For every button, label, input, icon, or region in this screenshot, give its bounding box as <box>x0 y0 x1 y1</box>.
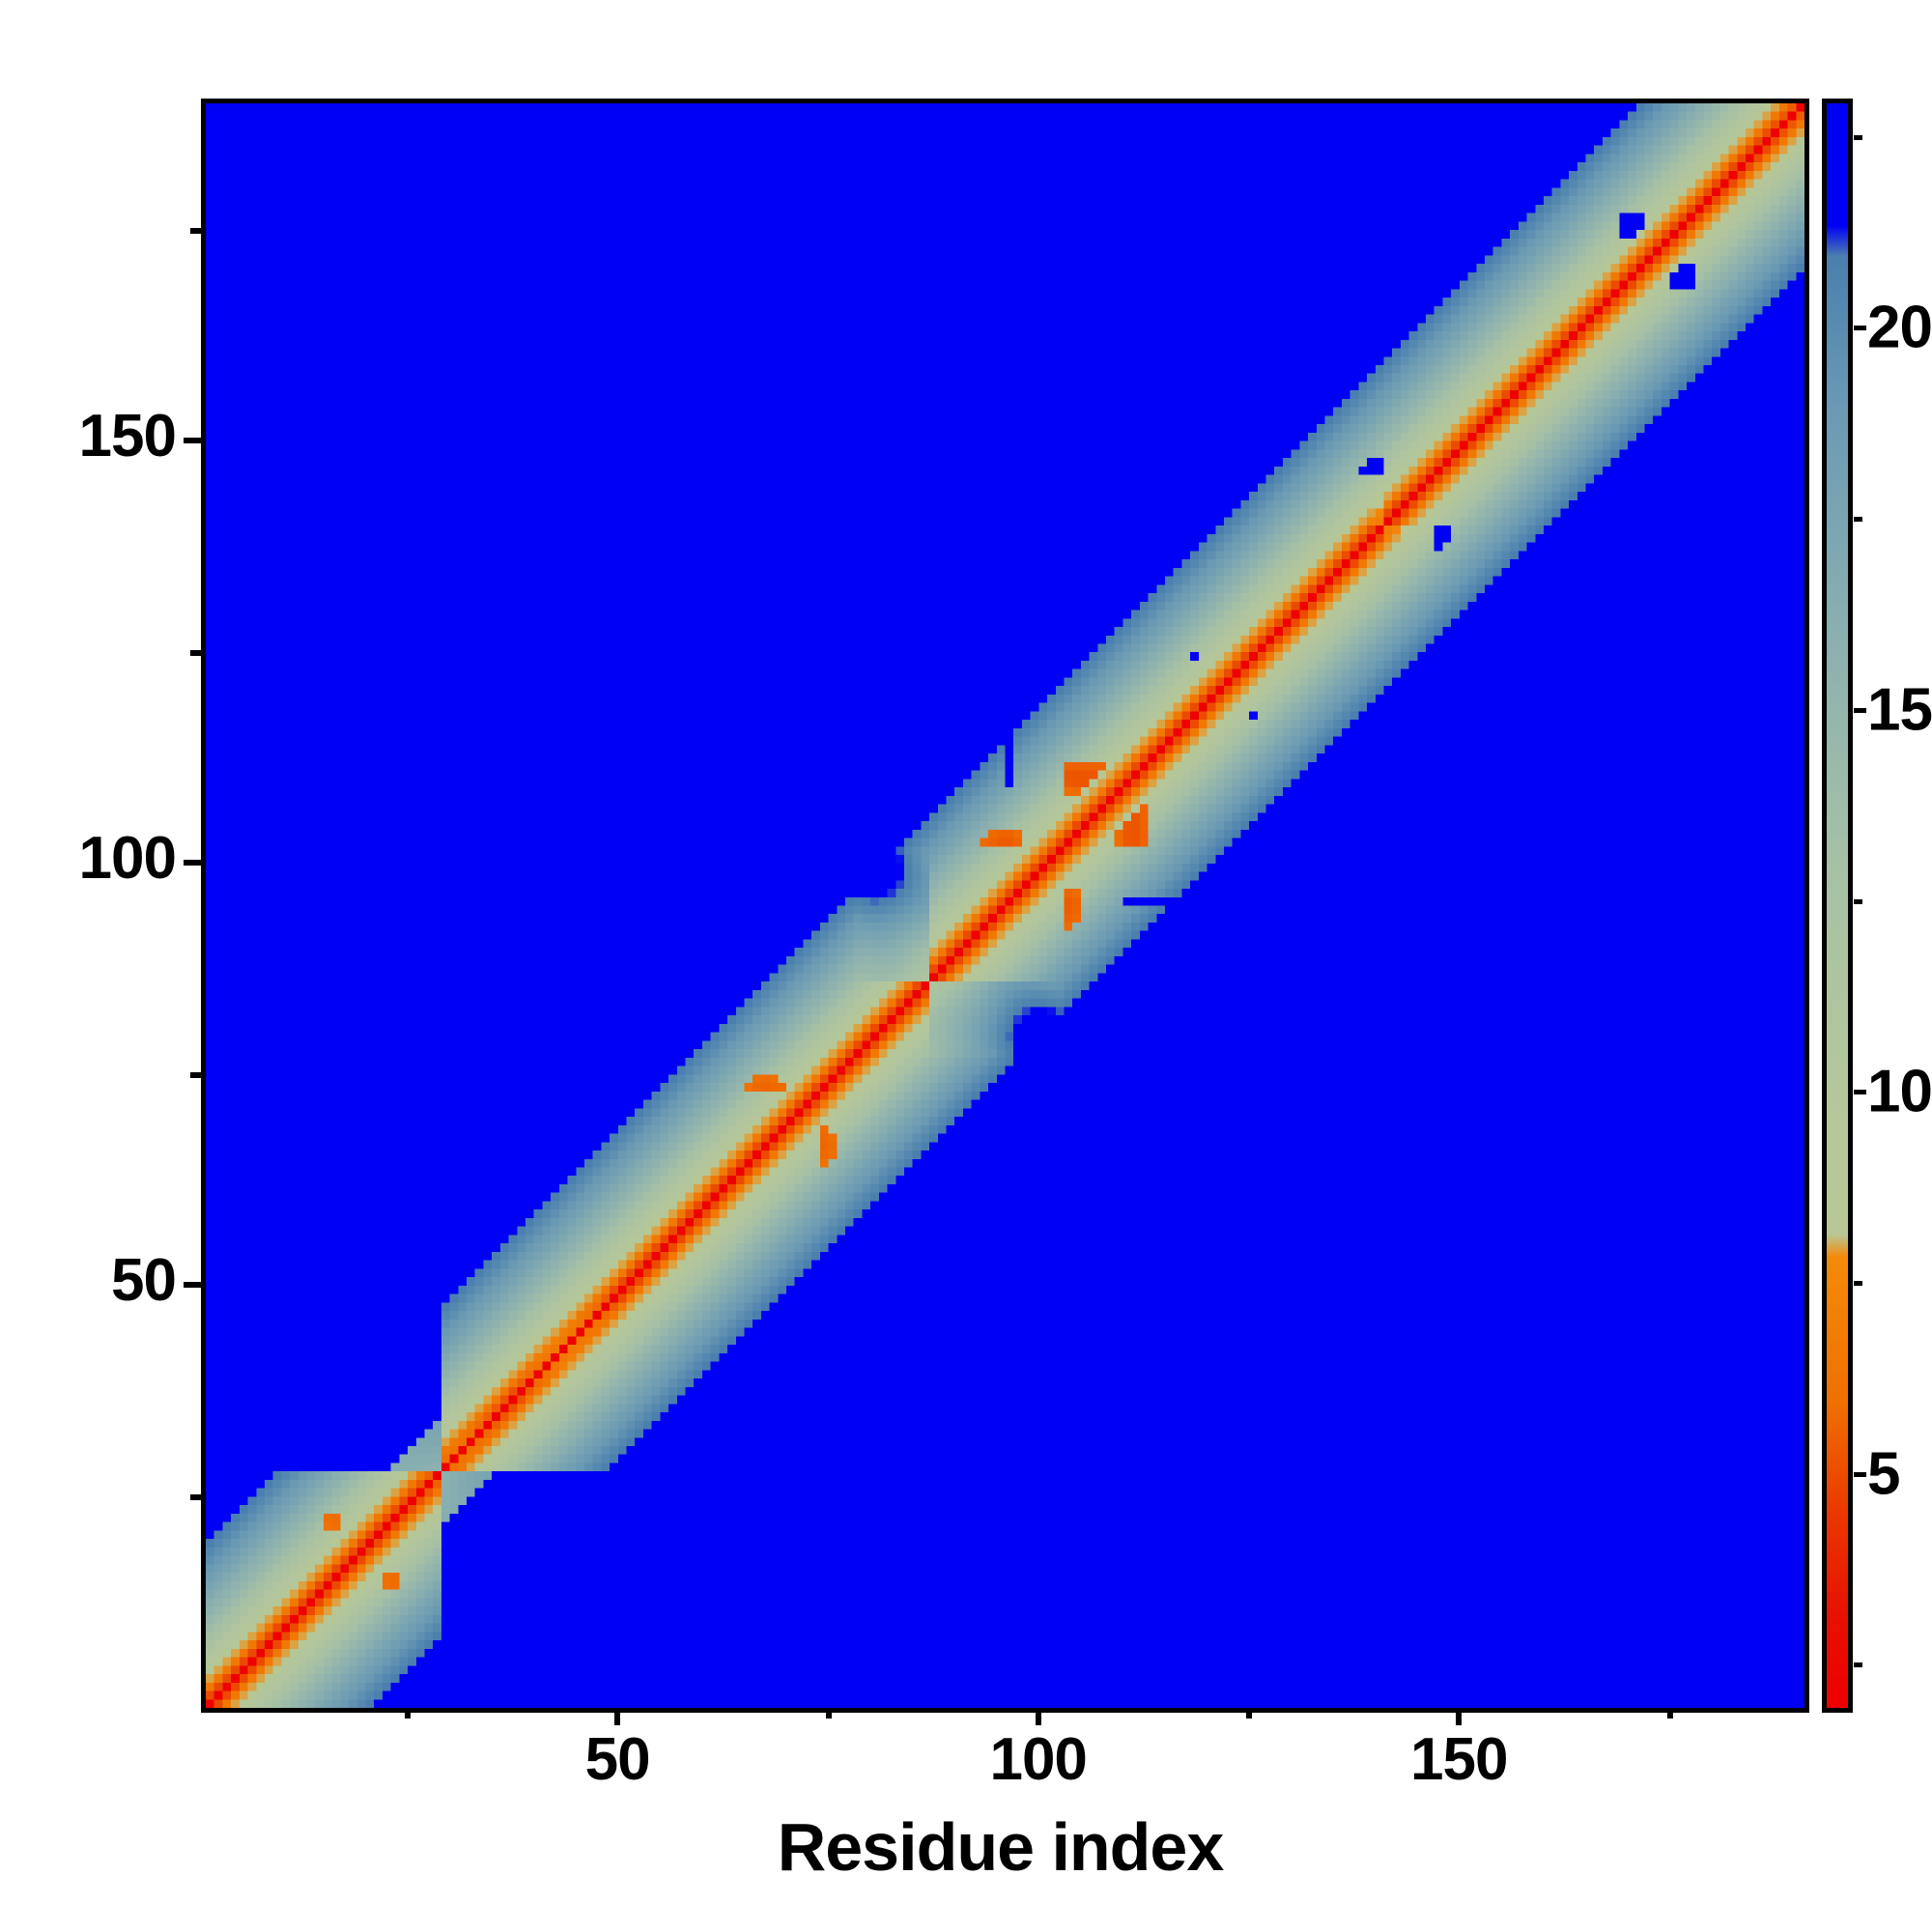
colorbar-tick-10 <box>1854 1090 1866 1095</box>
colorbar <box>1822 99 1853 1713</box>
colorbar-minor-tick-2.5 <box>1854 1662 1862 1668</box>
x-minor-tick-75 <box>825 1708 832 1719</box>
colorbar-tick-label-15: 15 <box>1867 676 1932 744</box>
colorbar-tick-20 <box>1854 326 1866 331</box>
heatmap-plot-area <box>201 99 1809 1713</box>
x-tick-150 <box>1456 1708 1463 1725</box>
colorbar-minor-tick-7.5 <box>1854 1280 1862 1286</box>
colorbar-minor-tick-22.5 <box>1854 134 1862 140</box>
x-axis-title: Residue index <box>777 1809 1225 1885</box>
y-tick-label-150: 150 <box>78 403 177 470</box>
colorbar-gradient <box>1827 103 1848 1708</box>
y-tick-50 <box>184 1282 201 1289</box>
y-axis-title-wrap: Residue index <box>0 763 396 860</box>
y-tick-100 <box>184 860 201 867</box>
x-tick-label-150: 150 <box>1409 1726 1508 1793</box>
x-tick-label-50: 50 <box>584 1726 651 1793</box>
x-minor-tick-175 <box>1666 1708 1673 1719</box>
colorbar-minor-tick-12.5 <box>1854 898 1862 904</box>
x-minor-tick-25 <box>405 1708 412 1719</box>
y-minor-tick-25 <box>190 1493 201 1500</box>
y-minor-tick-125 <box>190 649 201 656</box>
y-tick-label-50: 50 <box>111 1247 177 1315</box>
heatmap-canvas <box>206 103 1804 1708</box>
colorbar-tick-label-20: 20 <box>1867 294 1932 361</box>
y-minor-tick-175 <box>190 227 201 234</box>
colorbar-tick-label-5: 5 <box>1867 1440 1900 1508</box>
x-minor-tick-125 <box>1246 1708 1253 1719</box>
x-tick-label-100: 100 <box>989 1726 1087 1793</box>
x-tick-50 <box>614 1708 621 1725</box>
y-tick-label-100: 100 <box>78 825 177 893</box>
colorbar-tick-label-10: 10 <box>1867 1058 1932 1125</box>
x-tick-100 <box>1035 1708 1041 1725</box>
y-minor-tick-75 <box>190 1071 201 1078</box>
colorbar-tick-5 <box>1854 1471 1866 1477</box>
colorbar-minor-tick-17.5 <box>1854 517 1862 523</box>
colorbar-tick-15 <box>1854 707 1866 713</box>
y-tick-150 <box>184 438 201 444</box>
